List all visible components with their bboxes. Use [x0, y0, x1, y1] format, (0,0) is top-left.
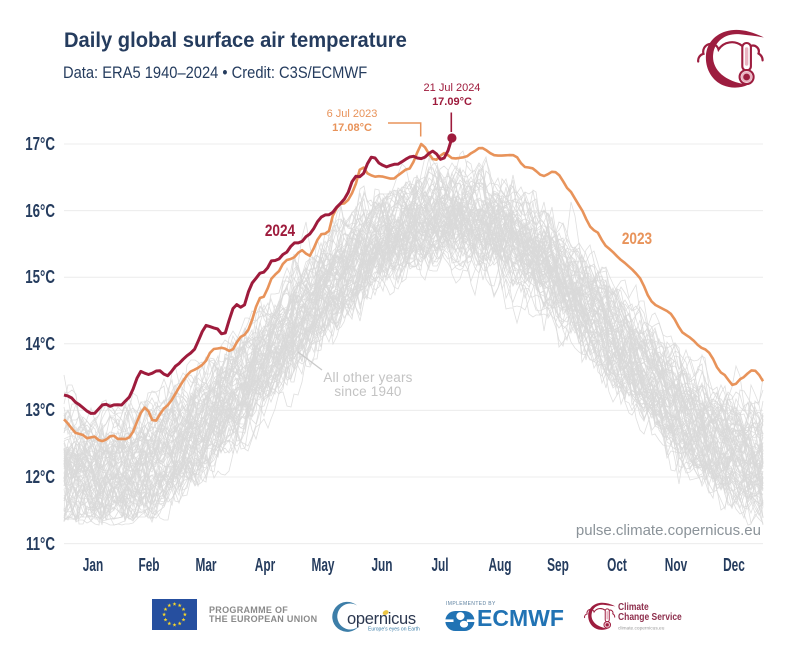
svg-text:climate.copernicus.eu: climate.copernicus.eu	[618, 626, 665, 632]
svg-text:IMPLEMENTED BY: IMPLEMENTED BY	[446, 601, 496, 607]
svg-text:Europe's eyes on Earth: Europe's eyes on Earth	[368, 627, 420, 633]
